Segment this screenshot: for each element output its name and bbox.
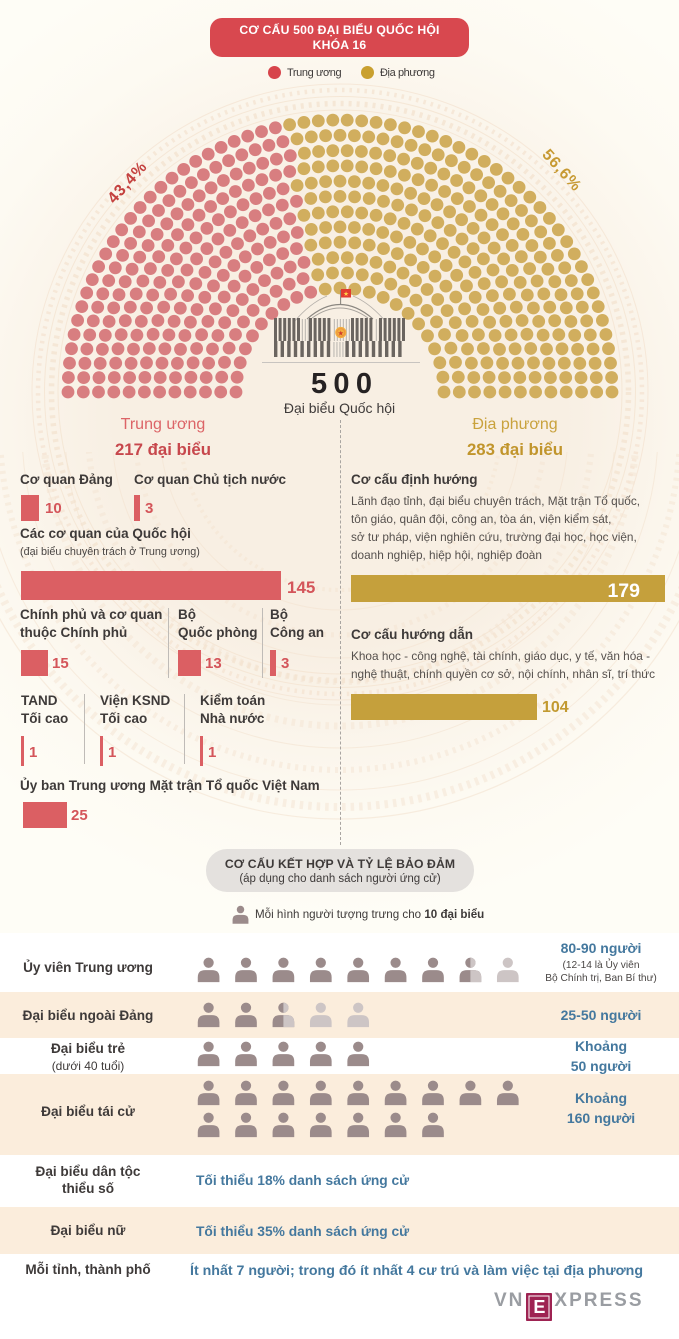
svg-text:★: ★ [338,330,344,338]
svg-text:★: ★ [343,290,349,298]
